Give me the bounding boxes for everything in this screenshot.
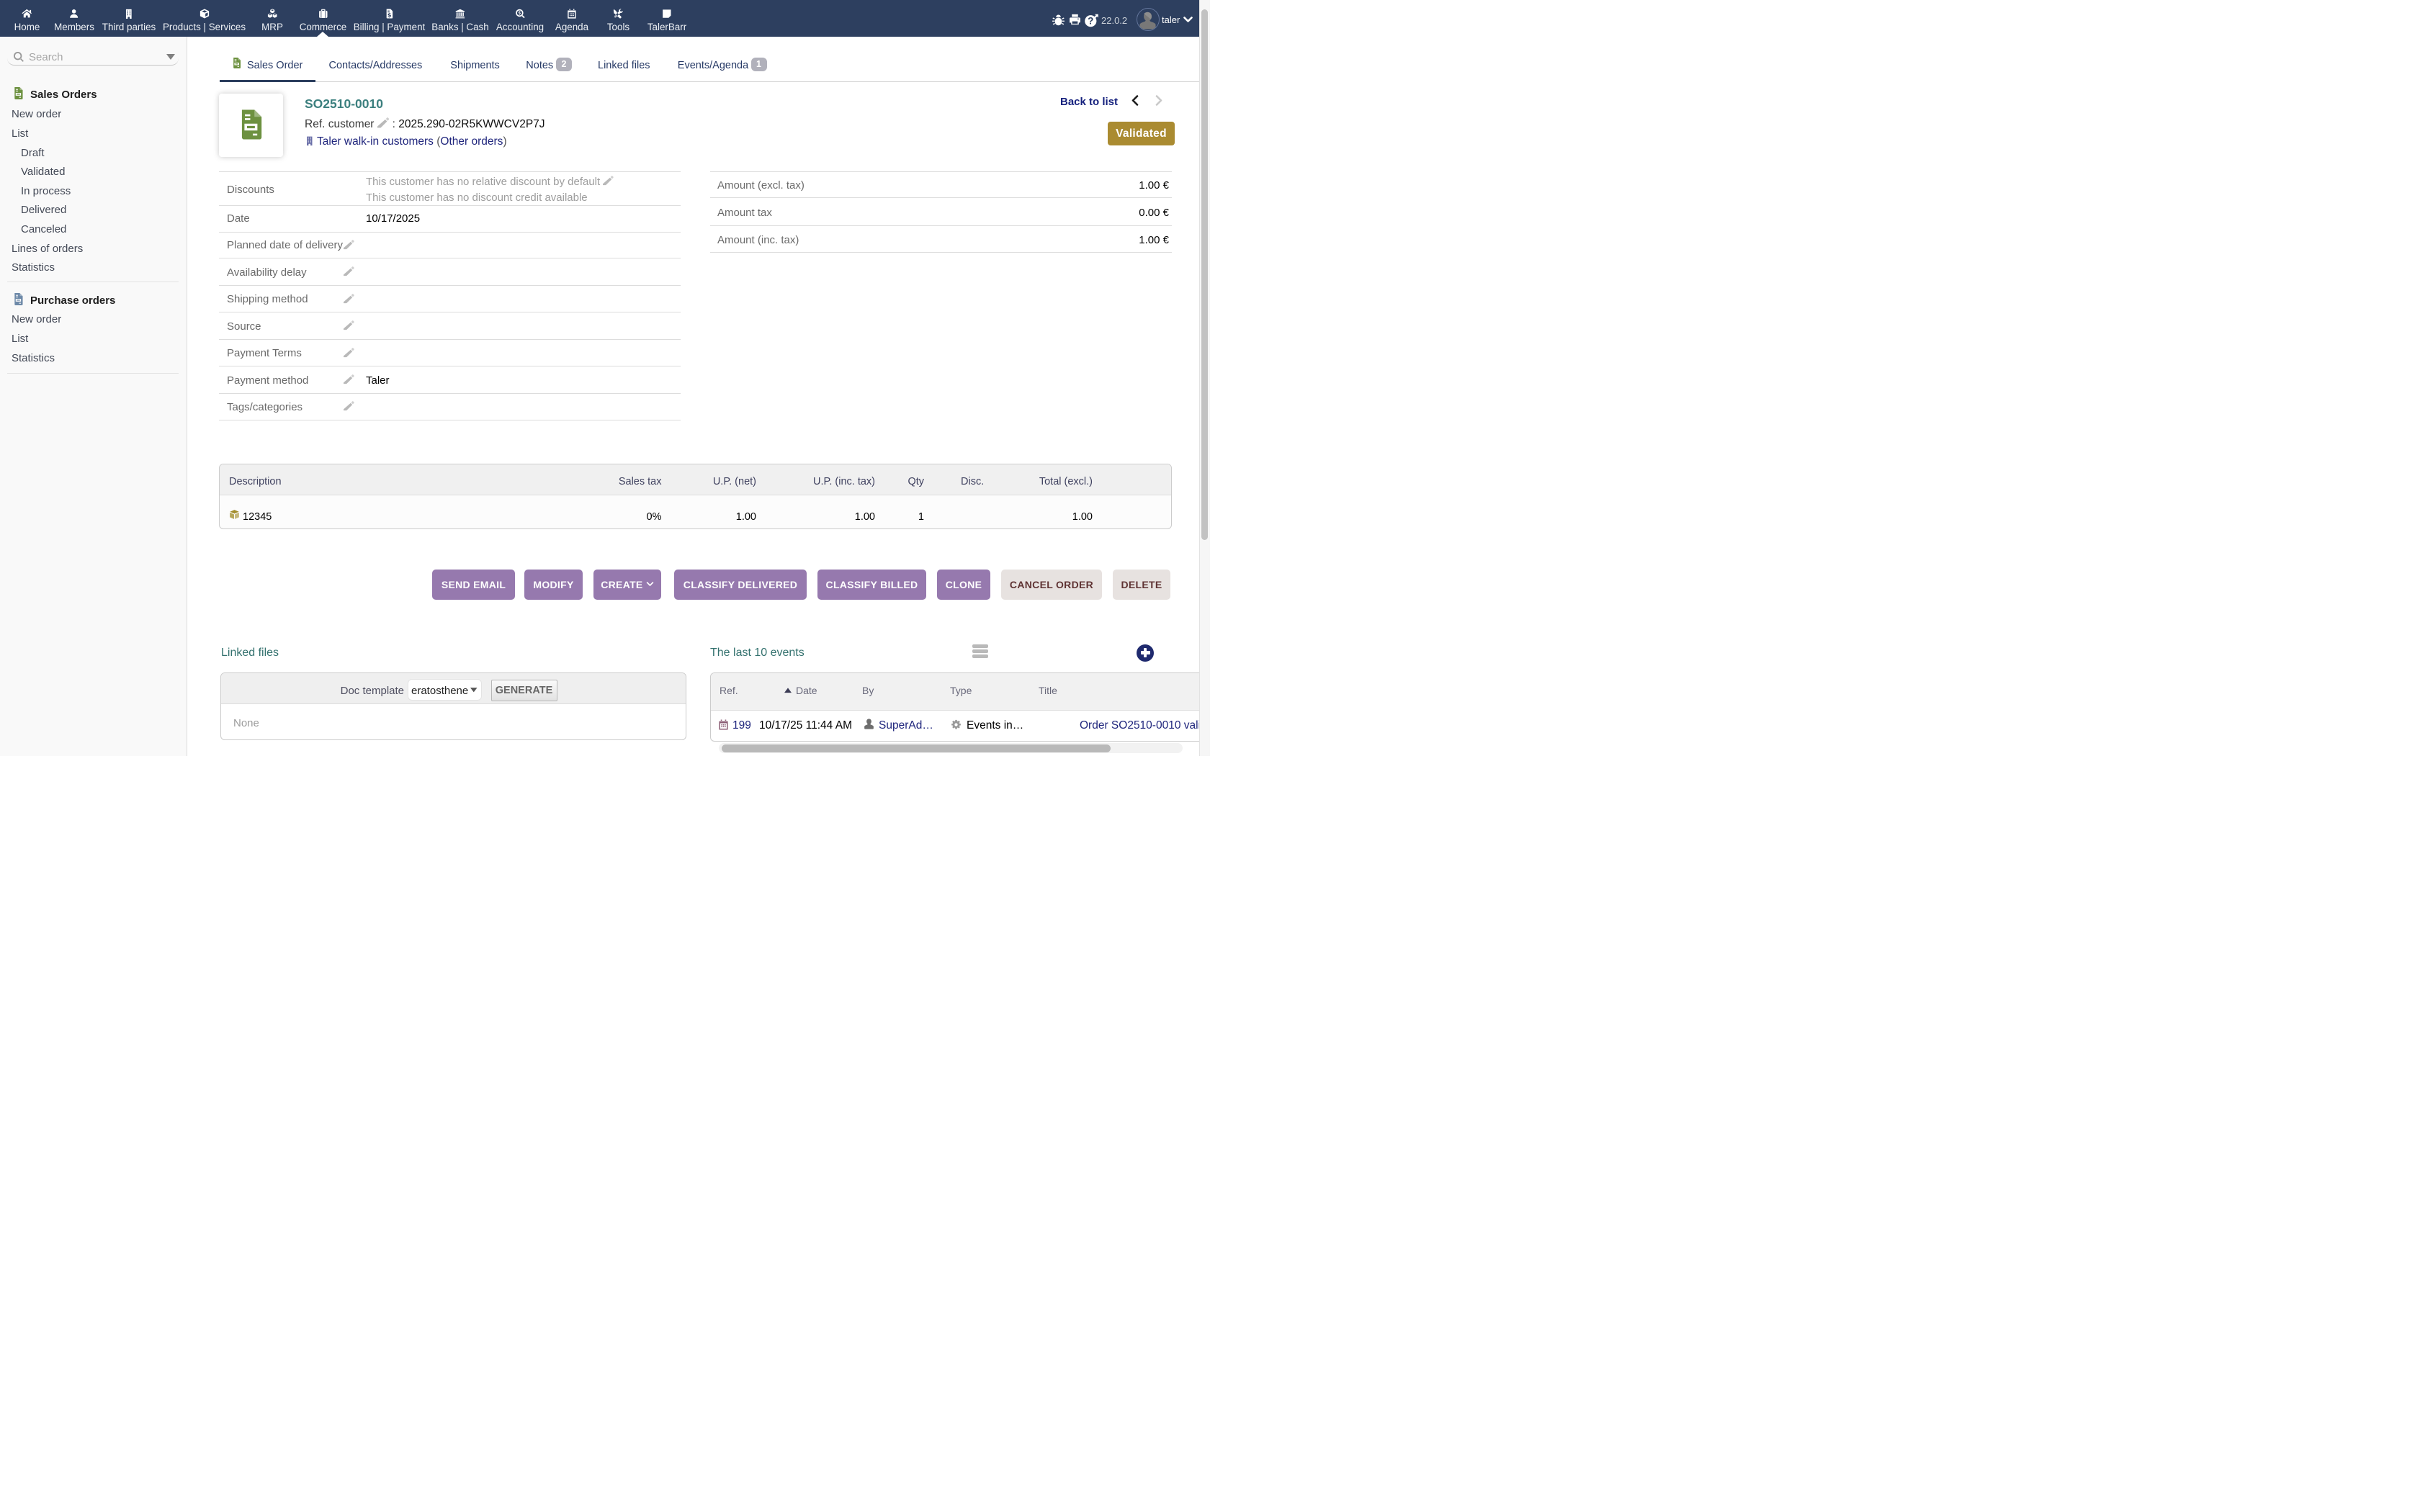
- svg-text:?: ?: [1088, 15, 1093, 26]
